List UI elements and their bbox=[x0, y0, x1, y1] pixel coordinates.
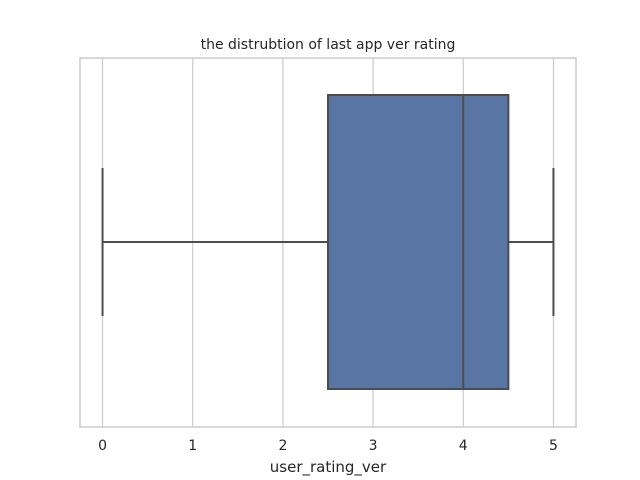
x-tick-label: 3 bbox=[369, 438, 378, 454]
x-tick-label: 2 bbox=[278, 438, 287, 454]
x-tick-labels: 0 1 2 3 4 5 bbox=[98, 438, 558, 454]
chart-title: the distrubtion of last app ver rating bbox=[201, 37, 456, 53]
x-axis-label: user_rating_ver bbox=[270, 458, 387, 477]
x-tick-label: 5 bbox=[549, 438, 558, 454]
x-tick-label: 4 bbox=[459, 438, 468, 454]
box-layer bbox=[101, 94, 555, 390]
x-tick-label: 1 bbox=[188, 438, 197, 454]
plot-frame bbox=[79, 57, 577, 428]
x-tick-label: 0 bbox=[98, 438, 107, 454]
iqr-box bbox=[327, 94, 510, 390]
